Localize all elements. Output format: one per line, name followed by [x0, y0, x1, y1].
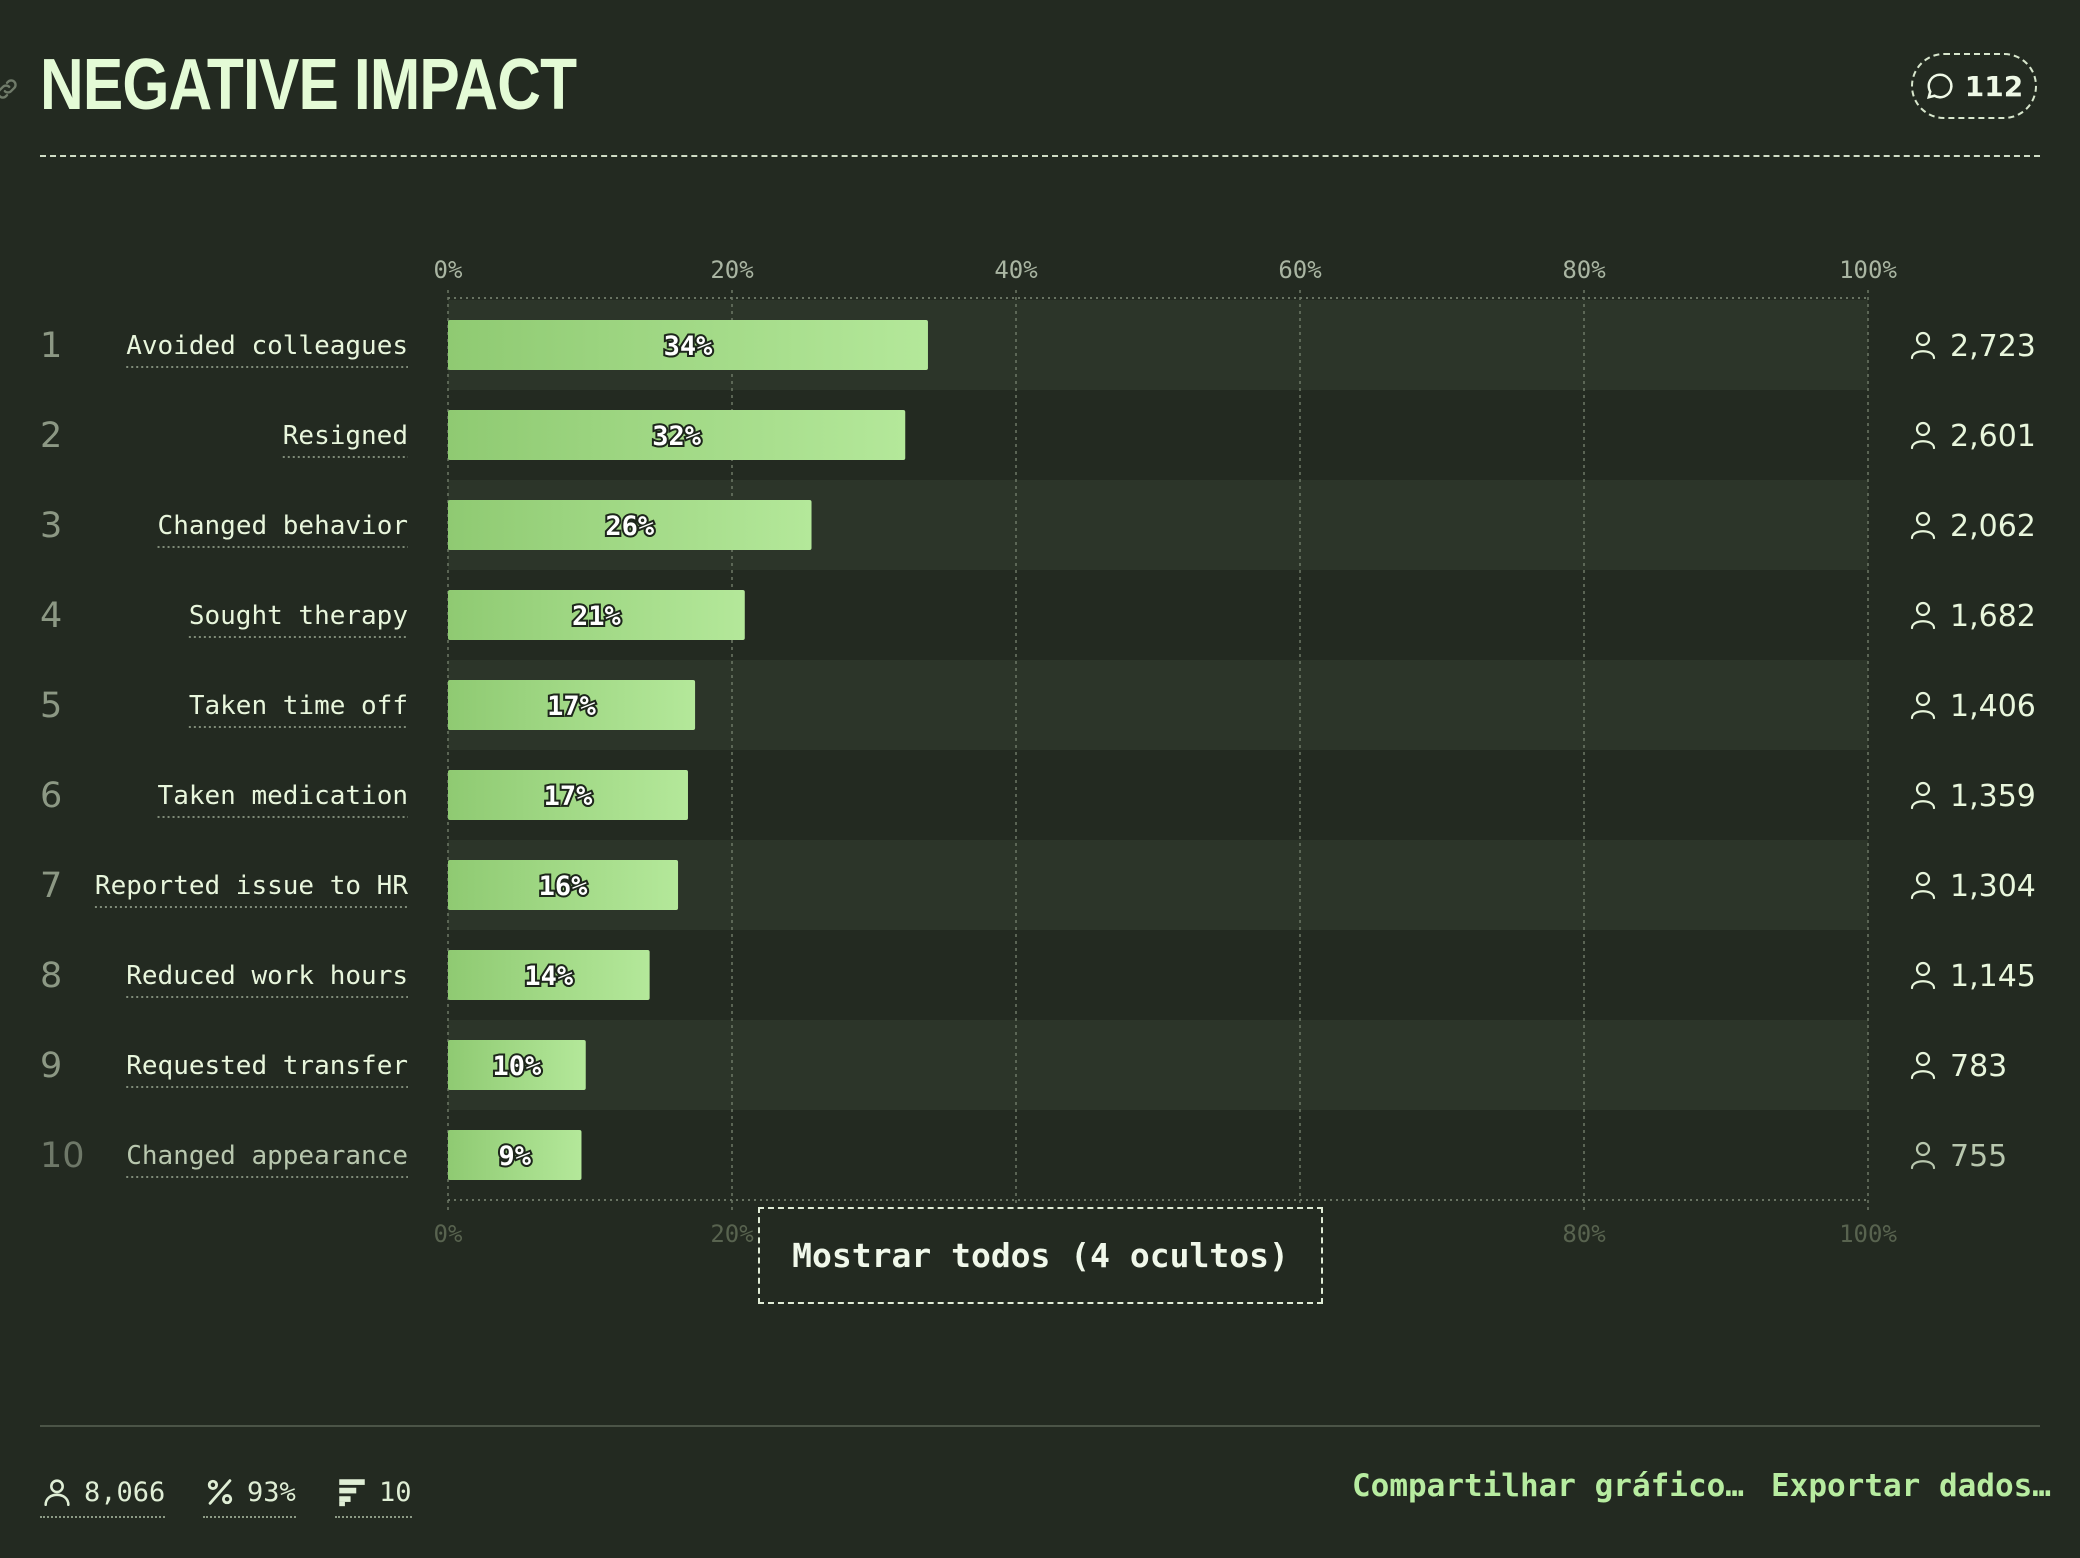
- bar-value-label: 26%: [605, 511, 655, 542]
- bar-value-label: 21%: [572, 601, 622, 632]
- tick-label-bottom: 20%: [710, 1220, 754, 1248]
- bar[interactable]: [448, 1040, 586, 1090]
- respondents-stat[interactable]: 8,066: [40, 1470, 166, 1518]
- category-label[interactable]: Resigned: [283, 421, 408, 451]
- rank-number: 4: [40, 596, 62, 636]
- tick-label-bottom: 0%: [434, 1220, 463, 1248]
- rank-number: 2: [40, 416, 62, 456]
- person-icon: [44, 1479, 70, 1507]
- tick-label-top: 40%: [994, 256, 1038, 284]
- bar[interactable]: [448, 770, 688, 820]
- respondent-count: 1,304: [1950, 869, 2036, 904]
- tick-label-top: 60%: [1278, 256, 1322, 284]
- rank-number: 3: [40, 506, 62, 546]
- tick-label-bottom: 80%: [1562, 1220, 1606, 1248]
- bar[interactable]: [448, 590, 745, 640]
- respondent-count: 1,145: [1950, 959, 2036, 994]
- export-data-link[interactable]: Exportar dados…: [1771, 1468, 2051, 1504]
- header-divider: [40, 155, 2040, 157]
- bar[interactable]: [448, 320, 928, 370]
- show-all-button[interactable]: Mostrar todos (4 ocultos): [758, 1207, 1323, 1304]
- respondent-count: 1,359: [1950, 779, 2036, 814]
- respondents-count: 8,066: [84, 1476, 166, 1508]
- row-band: [448, 1020, 1868, 1110]
- person-icon: [1910, 1141, 1936, 1170]
- items-count: 10: [379, 1476, 412, 1508]
- respondent-count: 2,062: [1950, 509, 2036, 544]
- bar-value-label: 16%: [539, 871, 589, 902]
- bar-value-label: 32%: [652, 421, 702, 452]
- percent-stat[interactable]: 93%: [203, 1470, 296, 1518]
- respondent-count: 783: [1950, 1049, 2007, 1084]
- link-icon[interactable]: [0, 76, 20, 102]
- tick-label-top: 0%: [434, 256, 463, 284]
- share-chart-link[interactable]: Compartilhar gráfico…: [1352, 1468, 1744, 1504]
- bar[interactable]: [448, 1130, 582, 1180]
- percent-value: 93%: [247, 1476, 296, 1508]
- category-label[interactable]: Taken medication: [158, 781, 408, 811]
- respondent-count: 2,723: [1950, 329, 2036, 364]
- bar-value-label: 14%: [524, 961, 574, 992]
- bar-value-label: 34%: [664, 331, 714, 362]
- category-label[interactable]: Changed behavior: [158, 511, 408, 541]
- rank-number: 5: [40, 686, 62, 726]
- bar-chart: 0%0%20%20%40%40%60%60%80%80%100%100%1Avo…: [40, 256, 2036, 1248]
- bar[interactable]: [448, 500, 812, 550]
- person-icon: [1910, 601, 1936, 630]
- bar-value-label: 17%: [547, 691, 597, 722]
- comment-count: 112: [1964, 69, 2024, 103]
- bar[interactable]: [448, 410, 906, 460]
- category-label[interactable]: Reported issue to HR: [95, 871, 408, 901]
- rank-number: 6: [40, 776, 62, 816]
- respondent-count: 755: [1950, 1139, 2007, 1174]
- tick-label-top: 80%: [1562, 256, 1606, 284]
- category-label[interactable]: Changed appearance: [126, 1141, 408, 1171]
- rank-number: 10: [40, 1136, 85, 1176]
- row-band: [448, 840, 1868, 930]
- category-label[interactable]: Reduced work hours: [126, 961, 408, 991]
- comment-icon: [1926, 73, 1953, 100]
- bar[interactable]: [448, 680, 696, 730]
- person-icon: [1910, 871, 1936, 900]
- bar-value-label: 9%: [498, 1141, 531, 1172]
- person-icon: [1910, 511, 1936, 540]
- bar-value-label: 10%: [492, 1051, 542, 1082]
- items-stat[interactable]: 10: [335, 1470, 412, 1518]
- bar[interactable]: [448, 860, 679, 910]
- tick-label-bottom: 100%: [1839, 1220, 1897, 1248]
- person-icon: [1910, 1051, 1936, 1080]
- rank-number: 1: [40, 326, 62, 366]
- category-label[interactable]: Sought therapy: [189, 601, 408, 631]
- list-icon: [339, 1479, 365, 1507]
- person-icon: [1910, 331, 1936, 360]
- footer-divider: [40, 1425, 2040, 1427]
- rank-number: 7: [40, 866, 62, 906]
- person-icon: [1910, 421, 1936, 450]
- rank-number: 8: [40, 956, 62, 996]
- percent-icon: [207, 1479, 233, 1505]
- rank-number: 9: [40, 1046, 62, 1086]
- person-icon: [1910, 781, 1936, 810]
- tick-label-top: 20%: [710, 256, 754, 284]
- category-label[interactable]: Taken time off: [189, 691, 408, 721]
- page-title: NEGATIVE IMPACT: [40, 45, 577, 125]
- tick-label-top: 100%: [1839, 256, 1897, 284]
- respondent-count: 1,406: [1950, 689, 2036, 724]
- bar-value-label: 17%: [544, 781, 594, 812]
- bar[interactable]: [448, 950, 650, 1000]
- person-icon: [1910, 691, 1936, 720]
- comments-button[interactable]: 112: [1911, 53, 2037, 119]
- category-label[interactable]: Requested transfer: [126, 1051, 408, 1081]
- person-icon: [1910, 961, 1936, 990]
- category-label[interactable]: Avoided colleagues: [126, 331, 408, 361]
- respondent-count: 1,682: [1950, 599, 2036, 634]
- respondent-count: 2,601: [1950, 419, 2036, 454]
